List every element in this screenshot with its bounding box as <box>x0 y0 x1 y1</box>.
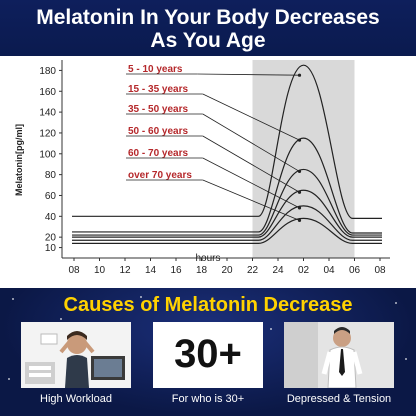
series-pointer-line <box>202 157 300 209</box>
x-tick-label: 08 <box>374 265 386 276</box>
series-label: 35 - 50 years <box>128 104 188 115</box>
y-axis-label: Melatonin[pg/ml] <box>14 124 24 196</box>
x-tick-label: 24 <box>272 265 284 276</box>
y-tick-label: 140 <box>39 108 56 119</box>
chart-panel: 10 20 40 60 80 100 120 140 160 180 08 10 12 14 16 18 20 2… <box>0 56 416 288</box>
x-tick-label: 10 <box>94 265 106 276</box>
x-tick-label: 06 <box>349 265 361 276</box>
x-axis-label: hours <box>195 253 220 264</box>
page-title-line-2: As You Age <box>150 29 266 52</box>
x-tick-label: 18 <box>196 265 208 276</box>
caption-high-workload: High Workload <box>40 393 112 405</box>
x-tick-label: 08 <box>68 265 80 276</box>
x-tick-label: 22 <box>247 265 259 276</box>
series-pointer-line <box>202 135 300 193</box>
y-tick-label: 60 <box>45 191 57 202</box>
x-tick-label: 20 <box>221 265 233 276</box>
x-tick-label: 14 <box>145 265 157 276</box>
y-tick-label: 80 <box>45 170 57 181</box>
age-30-plus-card: 30+ <box>153 322 263 388</box>
caption-30-plus: For who is 30+ <box>171 393 245 405</box>
series-label: 60 - 70 years <box>128 148 188 159</box>
page-title-line-1: Melatonin In Your Body Decreases <box>36 6 380 29</box>
series-line <box>72 217 382 245</box>
series-label: over 70 years <box>128 170 192 181</box>
x-tick-label: 16 <box>170 265 182 276</box>
night-shaded-region <box>252 60 355 258</box>
high-workload-photo <box>21 322 131 388</box>
x-tick-label: 04 <box>323 265 335 276</box>
age-stat: 30+ <box>174 332 242 376</box>
series-line <box>72 189 382 238</box>
y-tick-label: 120 <box>39 128 56 139</box>
y-tick-label: 180 <box>39 66 56 77</box>
series-pointer-dot <box>297 218 302 222</box>
series-pointer-line <box>197 73 300 76</box>
series-pointer-line <box>202 93 300 141</box>
y-tick-label: 10 <box>45 243 57 254</box>
depressed-tension-photo <box>284 322 394 388</box>
series-label: 15 - 35 years <box>128 84 188 95</box>
series-pointer-dot <box>297 206 302 210</box>
series-line <box>72 137 382 234</box>
caption-depressed-tension: Depressed & Tension <box>286 393 392 405</box>
header-band <box>0 0 416 58</box>
series-pointer-line <box>202 113 300 172</box>
series-line <box>72 64 382 219</box>
y-tick-label: 40 <box>45 212 57 223</box>
x-tick-label: 02 <box>298 265 310 276</box>
series-pointer-dot <box>297 73 302 77</box>
causes-title: Causes of Melatonin Decrease <box>63 294 353 316</box>
series-pointer-dot <box>297 169 302 174</box>
y-tick-label: 100 <box>39 149 56 160</box>
x-tick-label: 12 <box>119 265 131 276</box>
y-tick-label: 160 <box>39 87 56 98</box>
series-line <box>72 168 382 236</box>
series-line <box>72 205 382 241</box>
series-pointer-line <box>202 179 300 221</box>
tense-man-icon <box>284 322 394 388</box>
series-label: 50 - 60 years <box>128 126 188 137</box>
series-pointer-dot <box>297 138 302 142</box>
y-tick-label: 20 <box>45 233 57 244</box>
series-pointer-dot <box>297 190 302 194</box>
stressed-worker-icon <box>21 322 131 388</box>
series-label: 5 - 10 years <box>128 64 183 75</box>
